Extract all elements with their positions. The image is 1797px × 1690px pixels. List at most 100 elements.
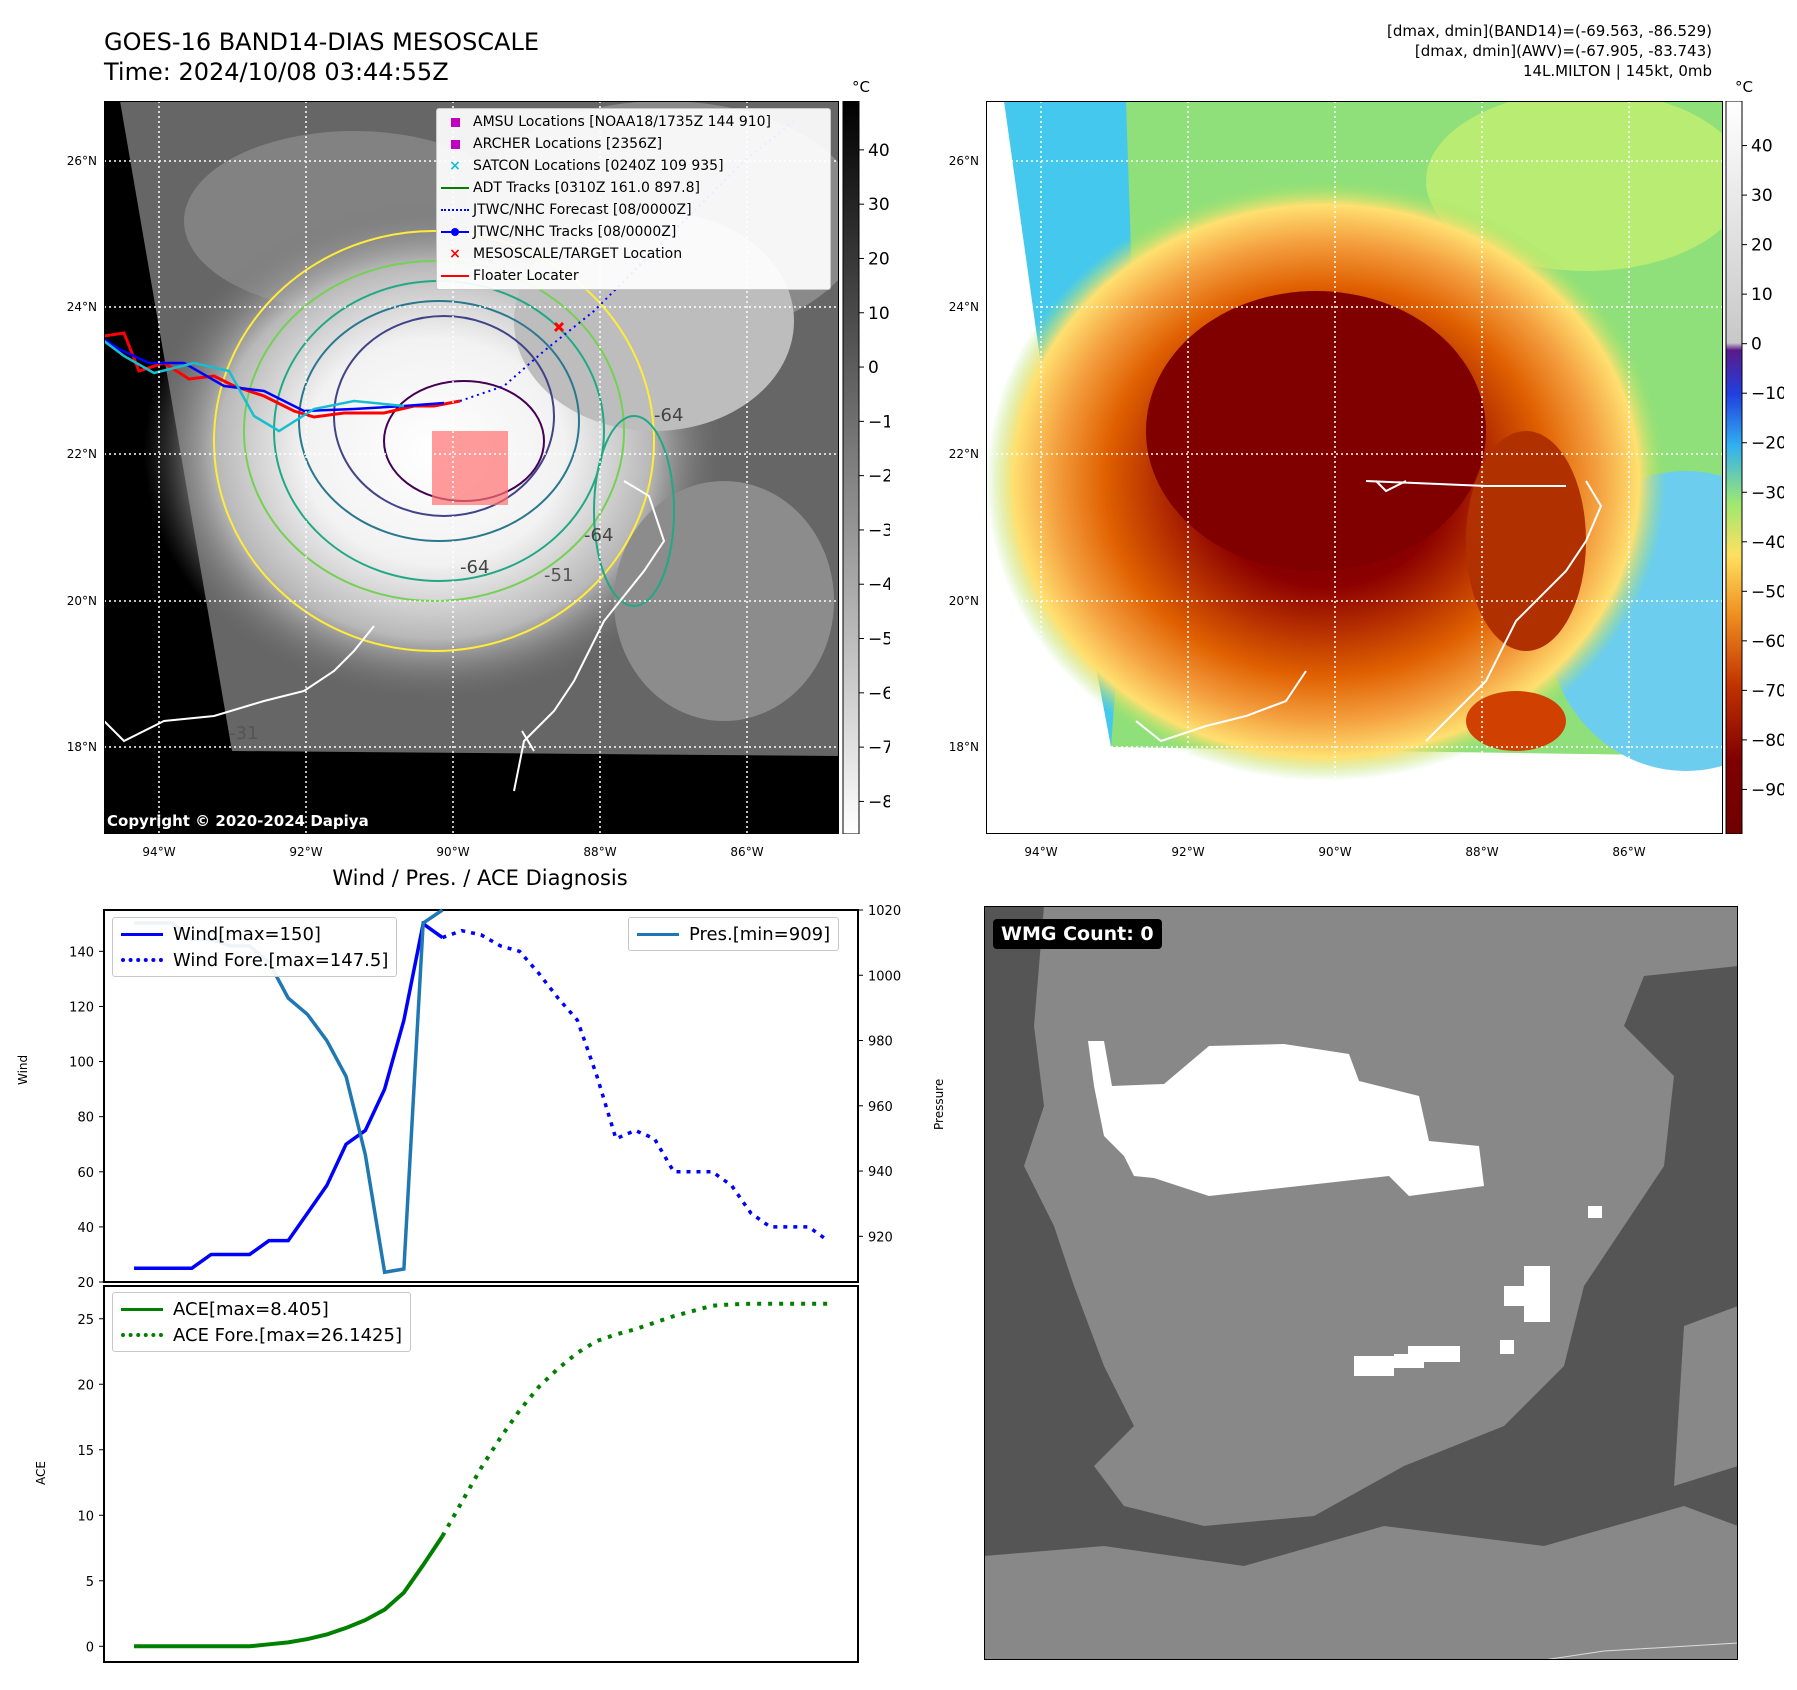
colorbar-tick-label: −50 bbox=[868, 630, 890, 650]
colorbar-tick-label: 30 bbox=[868, 195, 890, 215]
lat-label: 20°N bbox=[67, 594, 97, 608]
colorbar-tick-label: −60 bbox=[1751, 632, 1784, 652]
colorbar-tick-label: 20 bbox=[1751, 236, 1773, 256]
legend-label: Wind[max=150] bbox=[173, 923, 321, 945]
y-tick-label: 5 bbox=[86, 1575, 94, 1590]
colorbar-tick-label: −70 bbox=[1751, 681, 1784, 701]
colorbar-tick-label: −70 bbox=[868, 738, 890, 758]
x-marker-icon: × bbox=[449, 246, 461, 262]
colorbar-tick-label: −40 bbox=[868, 575, 890, 595]
lat-label: 24°N bbox=[67, 300, 97, 314]
lon-label: 92°W bbox=[289, 845, 322, 859]
colorbar-tick-label: −80 bbox=[1751, 731, 1784, 751]
lat-label: 26°N bbox=[949, 154, 979, 168]
lon-label: 94°W bbox=[142, 845, 175, 859]
contour-label: -51 bbox=[544, 565, 573, 586]
lat-label: 26°N bbox=[67, 154, 97, 168]
colorbar-unit: °C bbox=[852, 78, 870, 96]
dotted-line-icon bbox=[121, 958, 163, 962]
contour-label: -64 bbox=[584, 525, 613, 546]
y2-tick-label: 940 bbox=[868, 1165, 893, 1180]
colorbar-tick-label: −40 bbox=[1751, 533, 1784, 553]
colorbar-tick-label: −30 bbox=[1751, 483, 1784, 503]
legend-label: ACE Fore.[max=26.1425] bbox=[173, 1324, 402, 1346]
awv-range-text: [dmax, dmin](AWV)=(-67.905, -83.743) bbox=[1414, 42, 1712, 60]
legend-label: SATCON Locations [0240Z 109 935] bbox=[473, 158, 724, 174]
legend-label: Floater Locater bbox=[473, 268, 579, 284]
colorbar-tick-label: −60 bbox=[868, 684, 890, 704]
ir-map-axes: 26°N 24°N 22°N 20°N 18°N 26°N 24°N 22°N … bbox=[67, 154, 1646, 859]
dotted-line-icon bbox=[441, 209, 469, 211]
legend-label: ACE[max=8.405] bbox=[173, 1298, 329, 1320]
y2-tick-label: 1000 bbox=[868, 969, 901, 984]
y-tick-label: 100 bbox=[69, 1056, 94, 1071]
y-tick-label: 20 bbox=[77, 1276, 94, 1290]
solid-line-icon bbox=[121, 932, 163, 936]
x-marker-icon: × bbox=[449, 158, 461, 174]
y-tick-label: 140 bbox=[69, 945, 94, 960]
lon-label: 86°W bbox=[730, 845, 763, 859]
lat-label: 18°N bbox=[949, 740, 979, 754]
ace-axis-label: ACE bbox=[34, 1461, 48, 1485]
lon-label: 88°W bbox=[1465, 845, 1498, 859]
series-line-0 bbox=[134, 920, 444, 1270]
colorbar-tick-label: 0 bbox=[868, 358, 879, 378]
series-line-1 bbox=[441, 928, 830, 1243]
diagnosis-title: Wind / Pres. / ACE Diagnosis bbox=[332, 866, 628, 890]
legend-label: Wind Fore.[max=147.5] bbox=[173, 949, 389, 971]
pressure-legend: Pres.[min=909] bbox=[628, 917, 840, 951]
colorbar-tick-label: 0 bbox=[1751, 335, 1762, 355]
square-marker-icon bbox=[450, 117, 460, 127]
colorbar-tick-label: 30 bbox=[1751, 186, 1773, 206]
legend-label: ARCHER Locations [2356Z] bbox=[473, 136, 663, 152]
colorbar-tick-label: −10 bbox=[868, 412, 890, 432]
wmg-count-badge: WMG Count: 0 bbox=[993, 919, 1162, 949]
y2-tick-label: 960 bbox=[868, 1100, 893, 1115]
colorbar-tick-label: −50 bbox=[1751, 582, 1784, 602]
copyright-text: Copyright © 2020-2024 Dapiya bbox=[107, 812, 369, 830]
line-marker-icon bbox=[441, 275, 469, 277]
wind-legend: Wind[max=150] Wind Fore.[max=147.5] bbox=[112, 917, 398, 977]
wind-axis-label: Wind bbox=[16, 1054, 30, 1085]
colorbar-unit: °C bbox=[1735, 78, 1753, 96]
band14-range-text: [dmax, dmin](BAND14)=(-69.563, -86.529) bbox=[1387, 22, 1712, 40]
pressure-axis-label: Pressure bbox=[932, 1078, 946, 1130]
map-legend: AMSU Locations [NOAA18/1735Z 144 910] AR… bbox=[436, 108, 831, 290]
lat-label: 22°N bbox=[949, 447, 979, 461]
line-marker-icon bbox=[441, 187, 469, 189]
figure-title: GOES-16 BAND14-DIAS MESOSCALE bbox=[104, 28, 540, 56]
legend-label: JTWC/NHC Forecast [08/0000Z] bbox=[473, 202, 692, 218]
colorbar-tick-label: −10 bbox=[1751, 384, 1784, 404]
enhanced-ir-map-panel bbox=[986, 101, 1723, 834]
lat-label: 20°N bbox=[949, 594, 979, 608]
colorbar-tick-label: 10 bbox=[868, 304, 890, 324]
legend-label: Pres.[min=909] bbox=[689, 923, 831, 945]
colorbar-tick-label: −30 bbox=[868, 521, 890, 541]
colorbar-tick-label: 20 bbox=[868, 249, 890, 269]
colorbar-tick-label: 40 bbox=[868, 141, 890, 161]
colorbar-color: 40 30 20 10 0 −10 −20 −30 −40 −50 −60 −70 −80 −90 bbox=[1725, 101, 1784, 834]
lat-label: 24°N bbox=[949, 300, 979, 314]
contour-label: -64 bbox=[460, 557, 489, 578]
y-tick-label: 25 bbox=[77, 1313, 94, 1328]
lon-label: 94°W bbox=[1024, 845, 1057, 859]
lon-label: 86°W bbox=[1612, 845, 1645, 859]
y2-tick-label: 980 bbox=[868, 1035, 893, 1050]
contour-label: -64 bbox=[654, 405, 683, 426]
solid-line-icon bbox=[637, 932, 679, 936]
ace-chart: 0 5 10 15 20 25 bbox=[77, 1285, 859, 1663]
square-marker-icon bbox=[450, 139, 460, 149]
y-tick-label: 60 bbox=[77, 1166, 94, 1181]
wmg-panel bbox=[984, 906, 1738, 1660]
colorbar-tick-label: 10 bbox=[1751, 285, 1773, 305]
legend-label: ADT Tracks [0310Z 161.0 897.8] bbox=[473, 180, 700, 196]
ace-series-line-0 bbox=[134, 1535, 445, 1649]
lon-label: 90°W bbox=[436, 845, 469, 859]
lat-label: 22°N bbox=[67, 447, 97, 461]
ace-legend: ACE[max=8.405] ACE Fore.[max=26.1425] bbox=[112, 1292, 411, 1352]
colorbar-tick-label: −20 bbox=[868, 467, 890, 487]
colorbar-tick-label: −90 bbox=[1751, 780, 1784, 800]
lon-label: 92°W bbox=[1171, 845, 1204, 859]
colorbar-tick-label: −20 bbox=[1751, 434, 1784, 454]
figure-time: Time: 2024/10/08 03:44:55Z bbox=[104, 58, 449, 86]
